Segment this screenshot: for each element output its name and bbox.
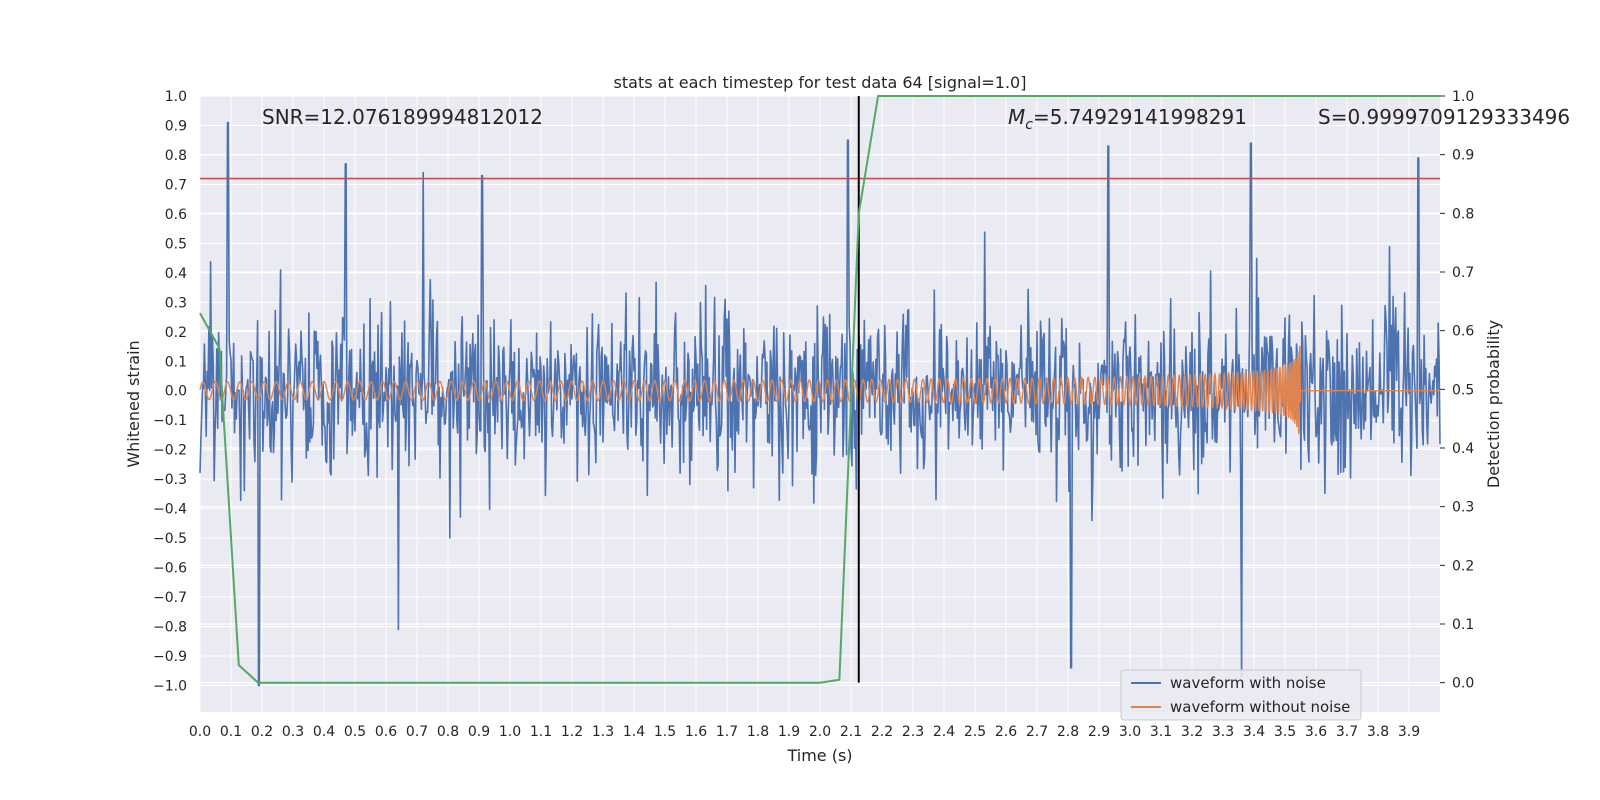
x-tick-label: 0.3	[282, 724, 304, 740]
x-tick-label: 1.1	[530, 724, 552, 740]
x-tick-label: 0.7	[406, 724, 428, 740]
y-tick-label-left: −0.4	[153, 502, 187, 518]
y-tick-label-left: −0.3	[153, 472, 187, 488]
x-tick-label: 3.3	[1212, 724, 1234, 740]
x-tick-label: 0.0	[189, 724, 211, 740]
x-tick-label: 3.4	[1243, 724, 1265, 740]
x-tick-label: 3.5	[1274, 724, 1296, 740]
x-tick-label: 2.6	[995, 724, 1017, 740]
y-tick-label-left: −0.6	[153, 561, 187, 577]
y-tick-label-right: 1.0	[1452, 89, 1474, 105]
x-tick-label: 2.4	[933, 724, 955, 740]
y-tick-label-left: 0.1	[165, 354, 187, 370]
y-tick-label-left: 0.9	[165, 118, 187, 134]
chirp-mass-symbol: M	[1008, 105, 1025, 129]
x-tick-label: 3.7	[1336, 724, 1358, 740]
x-tick-label: 0.2	[251, 724, 273, 740]
x-tick-label: 2.3	[902, 724, 924, 740]
legend: waveform with noise waveform without noi…	[1120, 669, 1362, 721]
y-tick-label-right: 0.9	[1452, 148, 1474, 164]
y-tick-label-left: −0.9	[153, 649, 187, 665]
x-tick-label: 2.2	[871, 724, 893, 740]
legend-label-clean: waveform without noise	[1170, 698, 1350, 716]
y-tick-label-right: 0.5	[1452, 382, 1474, 398]
y-tick-label-right: 0.3	[1452, 500, 1474, 516]
clean-waveform-line	[199, 345, 1440, 434]
detection-probability-line	[199, 95, 1440, 684]
x-tick-label: 0.5	[344, 724, 366, 740]
x-tick-label: 2.7	[1026, 724, 1048, 740]
y-tick-label-left: 0.5	[165, 236, 187, 252]
y-tick-label-right: 0.7	[1452, 265, 1474, 281]
y-tick-label-left: 0.0	[165, 384, 187, 400]
x-tick-label: 1.4	[623, 724, 645, 740]
series-waveform-without-noise	[199, 345, 1440, 434]
x-tick-label: 2.8	[1057, 724, 1079, 740]
x-tick-label: 3.0	[1119, 724, 1141, 740]
y-tick-label-left: 0.4	[165, 266, 187, 282]
x-tick-label: 3.8	[1367, 724, 1389, 740]
x-tick-label: 1.2	[561, 724, 583, 740]
y-tick-label-left: −0.8	[153, 620, 187, 636]
chirp-mass-subscript: c	[1025, 117, 1033, 133]
y-tick-label-right: 0.8	[1452, 206, 1474, 222]
score-annotation: S=0.9999709129333496	[1318, 105, 1570, 129]
x-tick-label: 1.0	[499, 724, 521, 740]
x-tick-label: 2.0	[809, 724, 831, 740]
y-axis-label-left: Whitened strain	[124, 340, 143, 467]
y-tick-label-left: −0.1	[153, 413, 187, 429]
chirp-mass-annotation: Mc=5.74929141998291	[1008, 105, 1247, 133]
x-tick-label: 1.3	[592, 724, 614, 740]
x-tick-label: 2.1	[840, 724, 862, 740]
y-tick-label-left: −0.7	[153, 590, 187, 606]
y-tick-label-left: 0.6	[165, 207, 187, 223]
x-tick-label: 1.8	[747, 724, 769, 740]
y-tick-label-right: 0.6	[1452, 324, 1474, 340]
y-tick-label-left: 1.0	[165, 89, 187, 105]
x-tick-label: 3.6	[1305, 724, 1327, 740]
x-tick-label: 1.7	[716, 724, 738, 740]
x-tick-label: 3.1	[1150, 724, 1172, 740]
y-tick-label-left: −0.2	[153, 443, 187, 459]
snr-annotation: SNR=12.076189994812012	[262, 105, 543, 129]
x-tick-label: 0.9	[468, 724, 490, 740]
y-tick-label-left: 0.8	[165, 148, 187, 164]
x-axis-label: Time (s)	[786, 746, 852, 765]
y-tick-label-left: 0.3	[165, 295, 187, 311]
y-tick-label-left: −1.0	[153, 678, 187, 694]
x-tick-label: 3.2	[1181, 724, 1203, 740]
y-tick-label-right: 0.0	[1452, 676, 1474, 692]
y-tick-label-left: 0.2	[165, 325, 187, 341]
legend-label-noisy: waveform with noise	[1170, 674, 1326, 692]
x-tick-label: 0.6	[375, 724, 397, 740]
overlay-lines	[199, 95, 1440, 684]
axis-ticks: 0.0 0.1 0.2 0.3 0.4 0.5 0.6 0.7 0.8 0.9 1.0 1.1 1.2 1…	[153, 89, 1474, 740]
x-tick-label: 1.6	[685, 724, 707, 740]
y-axis-label-right: Detection probability	[1484, 320, 1503, 488]
chart-title: stats at each timestep for test data 64 …	[614, 73, 1027, 92]
legend-box	[1120, 669, 1362, 721]
y-tick-label-left: 0.7	[165, 177, 187, 193]
x-tick-label: 0.4	[313, 724, 335, 740]
x-tick-label: 2.5	[964, 724, 986, 740]
y-tick-label-right: 0.1	[1452, 617, 1474, 633]
chirp-mass-value: =5.74929141998291	[1033, 105, 1247, 129]
y-tick-label-right: 0.4	[1452, 441, 1474, 457]
x-tick-label: 3.9	[1398, 724, 1420, 740]
x-tick-label: 0.8	[437, 724, 459, 740]
y-tick-label-right: 0.2	[1452, 558, 1474, 574]
x-tick-label: 2.9	[1088, 724, 1110, 740]
x-tick-label: 1.9	[778, 724, 800, 740]
y-tick-label-left: −0.5	[153, 531, 187, 547]
x-tick-label: 0.1	[220, 724, 242, 740]
x-tick-label: 1.5	[654, 724, 676, 740]
